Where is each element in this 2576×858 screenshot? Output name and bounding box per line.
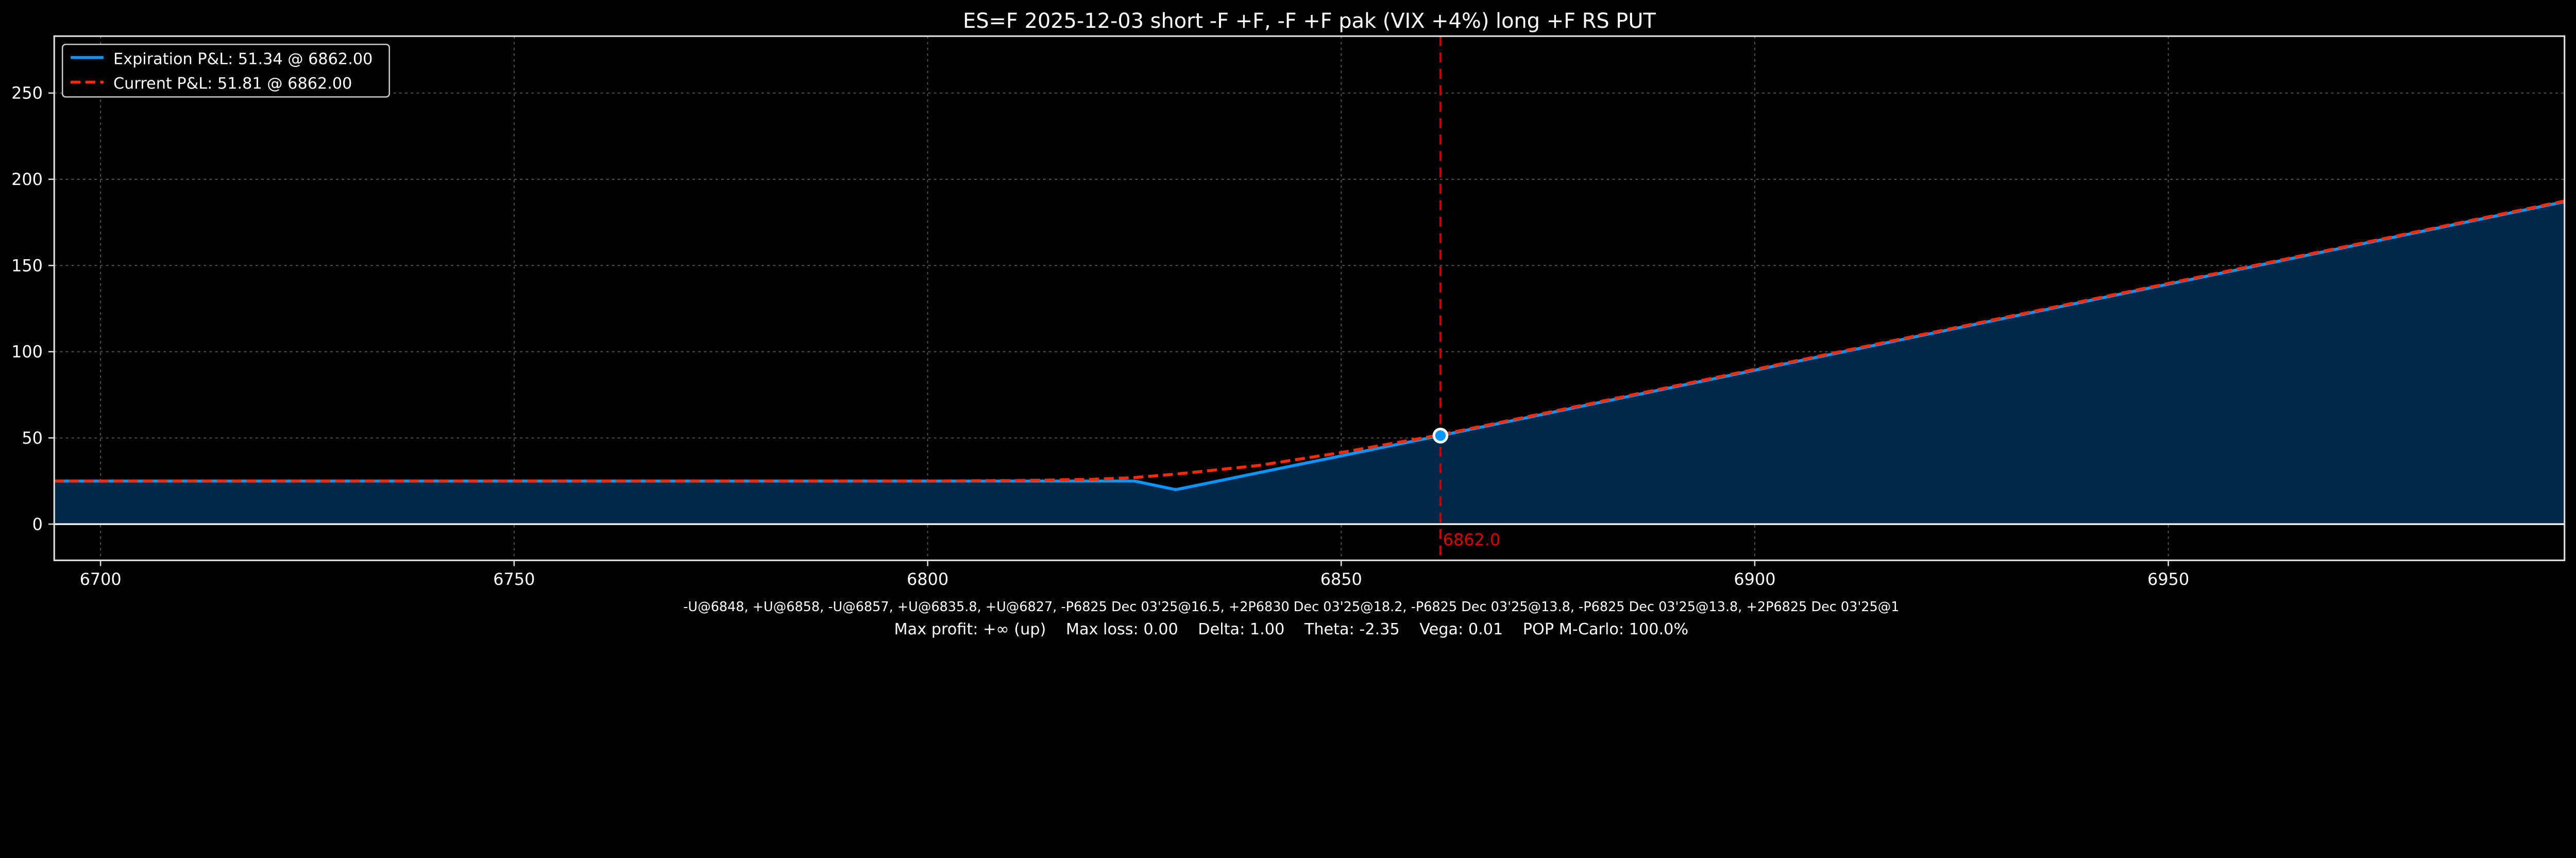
y-tick-label: 200 — [11, 170, 43, 189]
y-tick-label: 0 — [32, 514, 43, 534]
y-tick-label: 50 — [22, 428, 43, 448]
x-tick-label: 6800 — [907, 569, 948, 589]
expiration-fill — [54, 201, 2565, 525]
current-pnl-line — [54, 199, 2565, 483]
legend-box — [61, 43, 391, 98]
x-tick-label: 6750 — [493, 569, 535, 589]
axis-ticks: 6700 6750 6800 6850 6900 6950 0 50 100 150 200 250 — [11, 83, 2189, 589]
y-tick-label: 150 — [11, 256, 43, 275]
plot-frame — [53, 35, 2566, 561]
legend-label-expiration: Expiration P&L: 51.34 @ 6862.00 — [113, 50, 372, 68]
spot-label: 6862.0 — [1443, 530, 1501, 550]
stats-summary: Max profit: +∞ (up) Max loss: 0.00 Delta… — [894, 620, 1689, 638]
x-tick-label: 6700 — [80, 569, 122, 589]
pnl-chart: ES=F 2025-12-03 short -F +F, -F +F pak (… — [11, 9, 2566, 638]
expiration-pnl-line — [54, 200, 2565, 492]
legend-label-current: Current P&L: 51.81 @ 6862.00 — [113, 75, 352, 93]
legs-summary: -U@6848, +U@6858, -U@6857, +U@6835.8, +U… — [683, 599, 1899, 615]
y-tick-label: 250 — [11, 83, 43, 103]
x-tick-label: 6850 — [1320, 569, 1362, 589]
y-tick-label: 100 — [11, 342, 43, 362]
spot-marker[interactable] — [1432, 428, 1449, 444]
x-tick-label: 6950 — [2147, 569, 2189, 589]
chart-title: ES=F 2025-12-03 short -F +F, -F +F pak (… — [963, 9, 1656, 33]
legend: Expiration P&L: 51.34 @ 6862.00 Current … — [61, 43, 391, 98]
x-tick-label: 6900 — [1734, 569, 1775, 589]
